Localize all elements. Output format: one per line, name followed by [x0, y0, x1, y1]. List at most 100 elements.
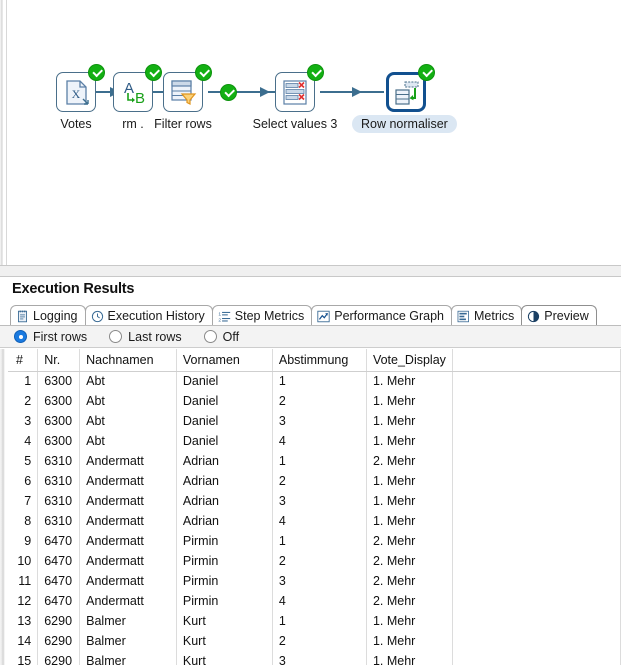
canvas-left-scroll-edge: [0, 0, 3, 265]
node-filter-rows[interactable]: [163, 64, 212, 112]
node-label-select-values-3: Select values 3: [252, 117, 338, 131]
preview-grid[interactable]: # Nr. Nachnamen Vornamen Abstimmung Vote…: [0, 349, 621, 665]
table-row[interactable]: 10 6470 Andermatt Pirmin 2 2. Mehr: [8, 551, 621, 571]
table-cell: 1. Mehr: [366, 371, 453, 391]
table-cell: [452, 591, 621, 611]
table-row[interactable]: 13 6290 Balmer Kurt 1 1. Mehr: [8, 611, 621, 631]
table-cell: 1. Mehr: [366, 431, 453, 451]
table-cell: [452, 491, 621, 511]
table-cell: Andermatt: [79, 551, 177, 571]
table-cell: 2: [8, 391, 39, 411]
column-header-nachnamen[interactable]: Nachnamen: [79, 349, 177, 372]
tab-execution-history[interactable]: Execution History: [84, 305, 213, 326]
results-tabbar[interactable]: Logging Execution History 1 2 Step: [10, 304, 597, 326]
table-cell: [452, 531, 621, 551]
radio-first-rows-dot[interactable]: [14, 330, 27, 343]
tab-preview[interactable]: Preview: [521, 305, 597, 326]
table-cell: 6300: [37, 431, 81, 451]
table-cell: [452, 631, 621, 651]
table-cell: [452, 411, 621, 431]
node-rm[interactable]: A B: [113, 64, 162, 112]
tab-step-metrics[interactable]: 1 2 Step Metrics: [211, 305, 313, 326]
radio-first-rows[interactable]: First rows: [14, 330, 87, 344]
column-header-vote-display[interactable]: Vote_Display: [366, 349, 453, 372]
table-cell: 13: [8, 611, 39, 631]
table-row[interactable]: 11 6470 Andermatt Pirmin 3 2. Mehr: [8, 571, 621, 591]
table-cell: Adrian: [176, 491, 273, 511]
table-cell: 3: [272, 571, 367, 591]
column-header-vornamen[interactable]: Vornamen: [176, 349, 273, 372]
tab-label: Performance Graph: [334, 309, 445, 323]
table-cell: 6310: [37, 471, 81, 491]
table-row[interactable]: 6 6310 Andermatt Adrian 2 1. Mehr: [8, 471, 621, 491]
table-cell: Abt: [79, 411, 177, 431]
table-cell: 4: [272, 591, 367, 611]
table-row[interactable]: 4 6300 Abt Daniel 4 1. Mehr: [8, 431, 621, 451]
grid-left-edge: [0, 349, 7, 665]
table-cell: [452, 471, 621, 491]
numbered-list-icon: 1 2: [218, 311, 230, 323]
row-mode-radio-group[interactable]: First rows Last rows Off: [0, 326, 621, 348]
column-header-nr[interactable]: Nr.: [37, 349, 81, 372]
metrics-bars-icon: [457, 310, 469, 322]
column-header-abstimmung[interactable]: Abstimmung: [272, 349, 367, 372]
table-cell: 2: [272, 471, 367, 491]
line-chart-icon: [317, 310, 330, 322]
hop-arrow-icon: [352, 87, 362, 97]
node-select-values-3[interactable]: [275, 64, 324, 112]
table-cell: 6300: [37, 411, 81, 431]
table-cell: Adrian: [176, 471, 273, 491]
node-row-normaliser[interactable]: [386, 64, 435, 112]
hop-select-to-normaliser[interactable]: [320, 87, 384, 97]
transformation-canvas[interactable]: X Votes A B rm .: [0, 0, 621, 265]
table-cell: [452, 511, 621, 531]
table-cell: 6310: [37, 491, 81, 511]
table-cell: 1: [272, 611, 367, 631]
table-cell: 1. Mehr: [366, 651, 453, 665]
table-cell: Adrian: [176, 511, 273, 531]
panel-splitter[interactable]: [0, 265, 621, 277]
table-cell: 6300: [37, 371, 81, 391]
table-cell: 3: [272, 491, 367, 511]
table-row[interactable]: 1 6300 Abt Daniel 1 1. Mehr: [8, 371, 621, 391]
filter-funnel-icon: [171, 80, 197, 105]
table-row[interactable]: 7 6310 Andermatt Adrian 3 1. Mehr: [8, 491, 621, 511]
table-cell: [452, 451, 621, 471]
table-cell: Andermatt: [79, 531, 177, 551]
table-row[interactable]: 15 6290 Balmer Kurt 3 1. Mehr: [8, 651, 621, 665]
tab-metrics[interactable]: Metrics: [451, 305, 523, 326]
radio-last-rows-dot[interactable]: [109, 330, 123, 343]
preview-eye-icon: [528, 310, 540, 322]
radio-last-rows[interactable]: Last rows: [109, 330, 182, 344]
table-row[interactable]: 9 6470 Andermatt Pirmin 1 2. Mehr: [8, 531, 621, 551]
table-cell: 2. Mehr: [366, 451, 453, 471]
preview-table[interactable]: # Nr. Nachnamen Vornamen Abstimmung Vote…: [8, 349, 621, 665]
column-header-index[interactable]: #: [8, 349, 39, 372]
table-cell: [452, 551, 621, 571]
tab-performance-graph[interactable]: Performance Graph: [311, 305, 453, 326]
table-row[interactable]: 14 6290 Balmer Kurt 2 1. Mehr: [8, 631, 621, 651]
table-cell: 2: [272, 631, 367, 651]
tab-logging[interactable]: Logging: [10, 305, 86, 326]
tab-label: Step Metrics: [234, 309, 305, 323]
radio-off-label: Off: [222, 329, 240, 344]
table-cell: Andermatt: [79, 451, 177, 471]
table-cell: [452, 371, 621, 391]
table-cell: 8: [8, 511, 39, 531]
table-cell: 7: [8, 491, 39, 511]
table-row[interactable]: 12 6470 Andermatt Pirmin 4 2. Mehr: [8, 591, 621, 611]
table-row[interactable]: 5 6310 Andermatt Adrian 1 2. Mehr: [8, 451, 621, 471]
table-row[interactable]: 3 6300 Abt Daniel 3 1. Mehr: [8, 411, 621, 431]
node-votes[interactable]: X: [56, 64, 105, 112]
radio-off-dot[interactable]: [203, 330, 217, 343]
table-cell: 2: [272, 391, 367, 411]
table-cell: 14: [8, 631, 39, 651]
table-row[interactable]: 8 6310 Andermatt Adrian 4 1. Mehr: [8, 511, 621, 531]
hop-filter-to-select[interactable]: [208, 87, 278, 97]
table-cell: 6470: [37, 531, 81, 551]
node-label-filter-rows: Filter rows: [154, 117, 212, 131]
table-cell: Andermatt: [79, 571, 177, 591]
success-check-icon: [145, 64, 162, 81]
table-row[interactable]: 2 6300 Abt Daniel 2 1. Mehr: [8, 391, 621, 411]
radio-off[interactable]: Off: [203, 329, 240, 344]
